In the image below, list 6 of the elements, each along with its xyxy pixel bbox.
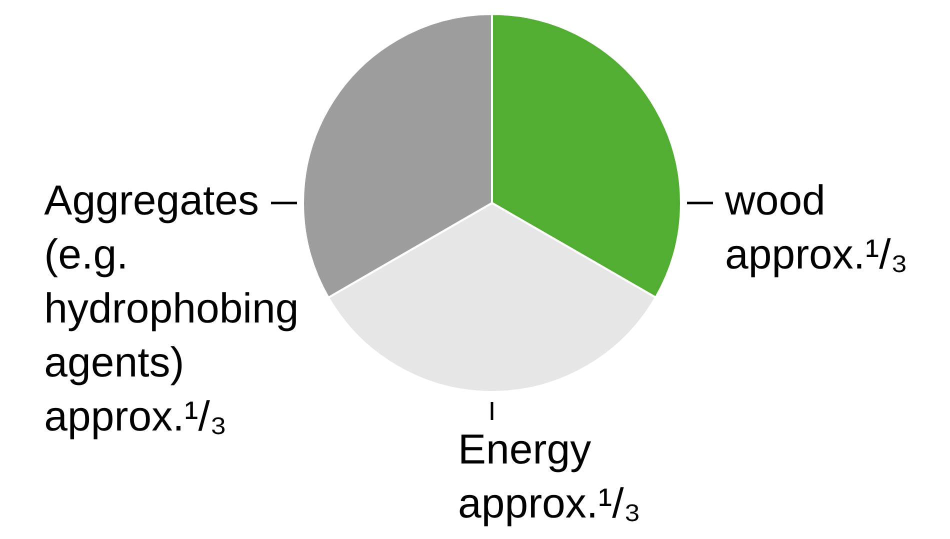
data-label: approx.¹/₃ xyxy=(44,392,228,440)
slice-label: Energy xyxy=(458,426,592,473)
slice-label: Aggregates (e.g. hydrophobing agents) xyxy=(44,176,299,386)
data-label: approx.¹/₃ xyxy=(458,480,641,527)
slice-label: wood xyxy=(724,176,826,224)
data-label: approx.¹/₃ xyxy=(725,230,908,278)
